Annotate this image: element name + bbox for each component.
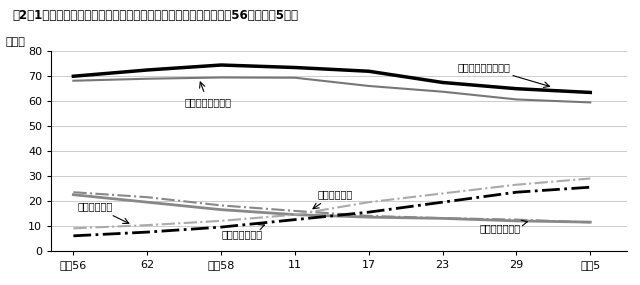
Text: 全国生産年齢人口: 全国生産年齢人口 <box>184 82 231 107</box>
Text: 図2－1　年少人口、生産年齢人口及び老年人口の割合の推移（昭和56年～令和5年）: 図2－1 年少人口、生産年齢人口及び老年人口の割合の推移（昭和56年～令和5年） <box>13 9 299 22</box>
Text: 横浜市年少人口: 横浜市年少人口 <box>479 220 527 233</box>
Text: 横浜市生産年齢人口: 横浜市生産年齢人口 <box>458 62 550 87</box>
Text: 全国年少人口: 全国年少人口 <box>313 189 352 209</box>
Text: 横浜市老年人口: 横浜市老年人口 <box>221 225 264 239</box>
Text: 全国老年人口: 全国老年人口 <box>77 202 129 223</box>
Text: （％）: （％） <box>5 37 25 47</box>
